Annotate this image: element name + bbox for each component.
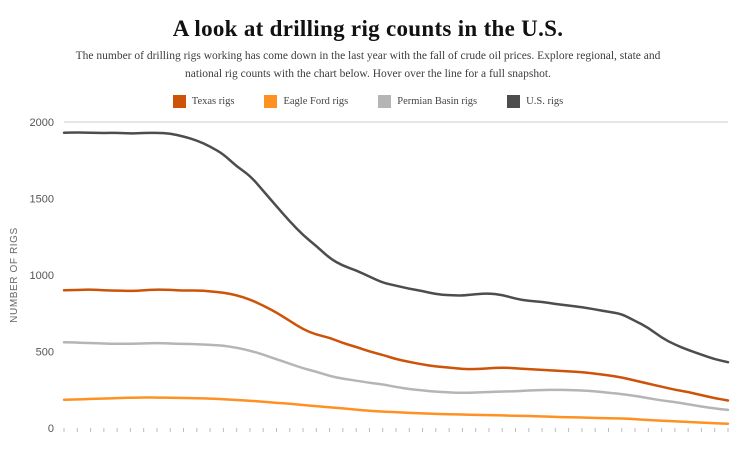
series-line-u-s-rigs[interactable] — [62, 130, 730, 364]
chart-area: 0 500 1000 1500 2000 NUMBER OF RIGS — [0, 112, 736, 446]
legend-item-texas-rigs: Texas rigs — [172, 94, 235, 108]
y-axis-label: NUMBER OF RIGS — [9, 227, 20, 323]
y-tick-label-1500: 1500 — [30, 193, 54, 205]
legend-swatch-texas-rigs — [172, 94, 186, 108]
rig-count-line-chart[interactable]: 0 500 1000 1500 2000 NUMBER OF RIGS — [0, 112, 736, 446]
legend-label: U.S. rigs — [526, 95, 564, 107]
legend-label: Permian Basin rigs — [397, 95, 478, 107]
page: A look at drilling rig counts in the U.S… — [0, 16, 736, 446]
legend-swatch-eagle-ford-rigs — [264, 94, 278, 108]
legend: Texas rigs Eagle Ford rigs Permian Basin r… — [0, 94, 736, 108]
legend-item-eagle-ford-rigs: Eagle Ford rigs — [264, 94, 349, 108]
series-line-eagle-ford-rigs[interactable] — [62, 395, 730, 425]
legend-label: Eagle Ford rigs — [283, 95, 349, 107]
y-tick-label-1000: 1000 — [30, 270, 54, 282]
legend-swatch-u-s-rigs — [507, 94, 521, 108]
y-tick-label-500: 500 — [36, 346, 54, 358]
page-title: A look at drilling rig counts in the U.S… — [172, 16, 564, 41]
y-tick-label-0: 0 — [48, 423, 54, 435]
y-tick-label-2000: 2000 — [30, 117, 54, 129]
series-line-texas-rigs[interactable] — [62, 288, 730, 402]
legend-swatch-permian-basin-rigs — [378, 94, 392, 108]
legend-item-u-s-rigs: U.S. rigs — [507, 94, 564, 108]
page-subtitle: The number of drilling rigs working has … — [75, 50, 661, 80]
series-line-permian-basin-rigs[interactable] — [62, 340, 730, 411]
legend-label: Texas rigs — [191, 95, 235, 107]
legend-item-permian-basin-rigs: Permian Basin rigs — [378, 94, 478, 108]
